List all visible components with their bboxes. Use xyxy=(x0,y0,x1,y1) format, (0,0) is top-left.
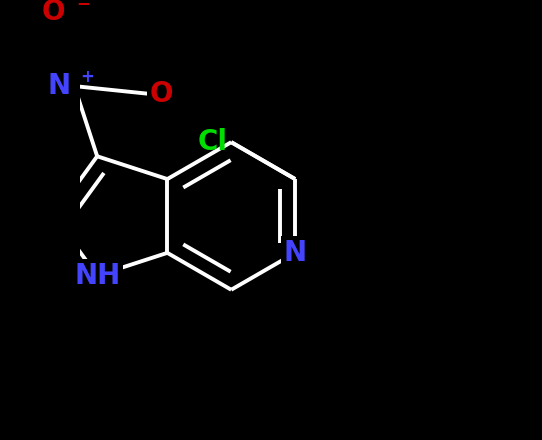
Text: Cl: Cl xyxy=(197,128,228,156)
Text: O: O xyxy=(41,0,65,26)
Text: NH: NH xyxy=(74,262,120,290)
Text: N: N xyxy=(283,239,307,267)
Text: −: − xyxy=(76,0,90,12)
Text: O: O xyxy=(150,80,173,108)
Text: +: + xyxy=(80,67,94,85)
Text: N: N xyxy=(47,72,70,100)
